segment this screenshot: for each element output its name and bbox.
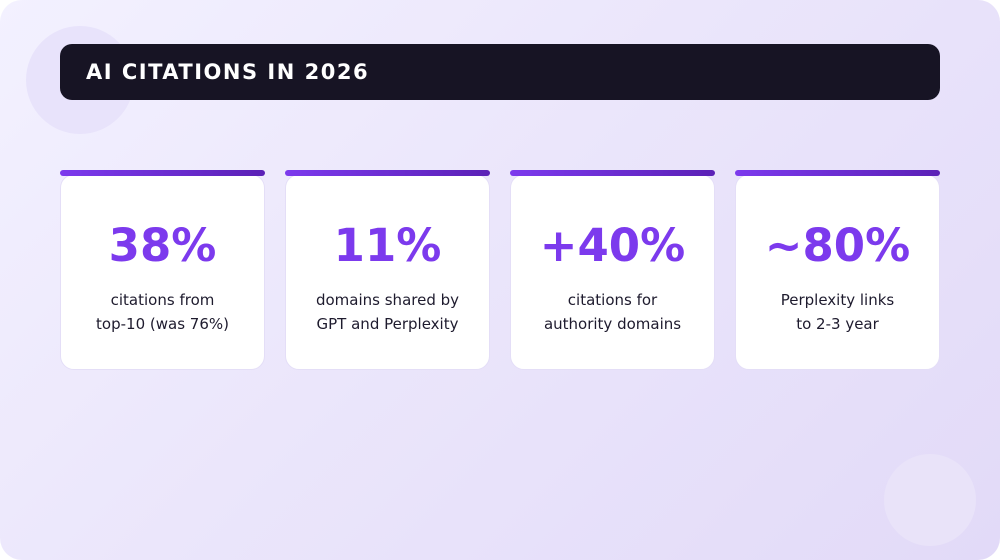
page-title: AI CITATIONS IN 2026 [86, 60, 370, 84]
card-body [510, 174, 715, 370]
card-accent-bar [735, 170, 940, 176]
card-accent-bar [285, 170, 490, 176]
stat-card-top10-citations: 38% citations from top-10 (was 76%) [60, 170, 265, 370]
stat-value: ~80% [764, 219, 911, 272]
stat-cards: 38% citations from top-10 (was 76%) 11% … [60, 170, 940, 370]
title-bar: AI CITATIONS IN 2026 [60, 44, 940, 100]
stat-caption-line: citations for [567, 291, 658, 309]
stat-caption-line: GPT and Perplexity [316, 315, 459, 333]
card-accent-bar [60, 170, 265, 176]
stat-caption: domains shared by GPT and Perplexity [285, 288, 490, 336]
decorative-circle [884, 454, 976, 546]
stat-caption-line: domains shared by [315, 291, 460, 309]
stat-caption: citations from top-10 (was 76%) [60, 288, 265, 336]
card-body [60, 174, 265, 370]
stat-value: +40% [539, 219, 686, 272]
stat-caption: Perplexity links to 2-3 year [735, 288, 940, 336]
card-body [735, 174, 940, 370]
stat-caption-line: Perplexity links [780, 291, 895, 309]
stat-value: 38% [108, 219, 217, 272]
stat-caption-line: top-10 (was 76%) [96, 315, 229, 333]
card-body [285, 174, 490, 370]
stat-caption-line: to 2-3 year [796, 315, 879, 333]
stat-caption-line: citations from [110, 291, 215, 309]
stat-caption-line: authority domains [543, 315, 682, 333]
stat-card-perplexity-links: ~80% Perplexity links to 2-3 year [735, 170, 940, 370]
stat-value: 11% [333, 219, 442, 272]
stat-caption: citations for authority domains [510, 288, 715, 336]
stat-card-shared-domains: 11% domains shared by GPT and Perplexity [285, 170, 490, 370]
card-accent-bar [510, 170, 715, 176]
stat-card-authority-domains: +40% citations for authority domains [510, 170, 715, 370]
